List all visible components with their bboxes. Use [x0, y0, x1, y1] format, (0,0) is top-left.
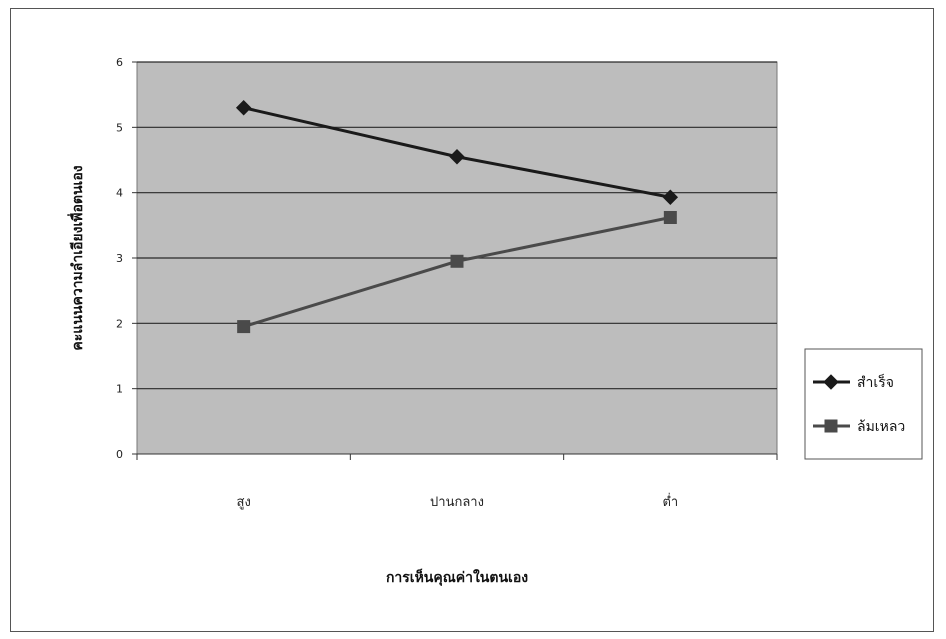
x-tick-label: สูง — [237, 495, 251, 510]
data-point-2 — [237, 320, 251, 334]
legend: สำเร็จล้มเหลว — [804, 348, 923, 460]
y-tick-label: 6 — [116, 56, 123, 69]
y-axis-ticks: 0 1 2 3 4 5 6 — [116, 56, 137, 461]
data-point-2 — [663, 210, 677, 224]
y-axis-title: คะแนนความลำเอียงเพื่อตนเอง — [67, 165, 86, 350]
data-point-1 — [235, 100, 252, 116]
y-tick-label: 4 — [116, 187, 123, 200]
y-tick-label: 0 — [116, 448, 123, 461]
series-markers — [235, 100, 679, 334]
data-point-2 — [450, 254, 464, 268]
data-point-1 — [662, 189, 679, 205]
data-point-1 — [449, 149, 465, 165]
x-tick-label: ต่ำ — [662, 493, 678, 510]
legend-box — [804, 348, 923, 460]
x-tick-label: ปานกลาง — [430, 495, 484, 510]
legend-marker-2 — [824, 419, 838, 433]
legend-label-2: ล้มเหลว — [857, 419, 905, 435]
legend-marker-1 — [823, 374, 839, 390]
y-tick-label: 3 — [116, 252, 123, 265]
x-axis-title: การเห็นคุณค่าในตนเอง — [386, 568, 528, 586]
y-tick-label: 2 — [116, 317, 123, 330]
legend-label-1: สำเร็จ — [857, 373, 894, 391]
y-tick-label: 1 — [116, 383, 123, 396]
y-tick-label: 5 — [116, 121, 123, 134]
x-axis-ticks: สูง ปานกลาง ต่ำ — [136, 453, 778, 510]
